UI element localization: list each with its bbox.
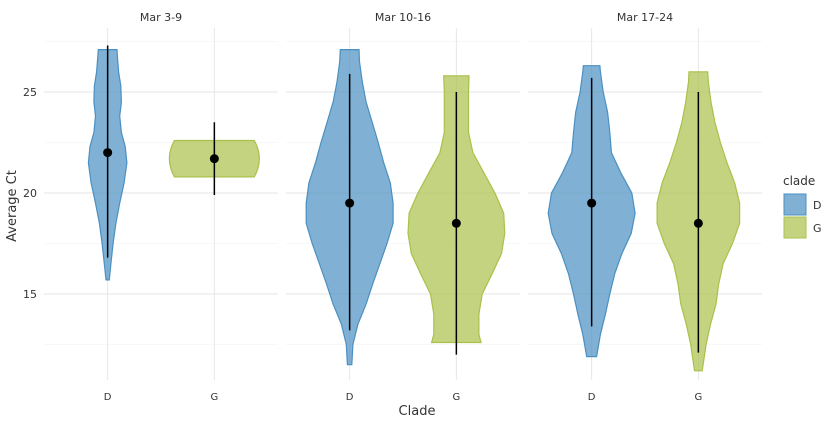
legend-swatch-G <box>783 216 807 239</box>
y-axis-title: Average Ct <box>5 170 20 242</box>
y-tick-label: 15 <box>23 288 37 301</box>
x-tick-label: D <box>104 392 112 403</box>
legend-swatch-D <box>783 193 807 216</box>
legend-label: G <box>813 222 822 235</box>
y-tick-label: 25 <box>23 86 37 99</box>
facet-title: Mar 10-16 <box>375 11 431 24</box>
x-tick-label: D <box>346 392 354 403</box>
median-point <box>209 154 219 164</box>
median-point <box>345 198 355 208</box>
legend: clade DG <box>783 174 822 239</box>
x-axis-title: Clade <box>399 404 436 419</box>
x-tick-label: G <box>694 392 702 403</box>
y-axis: 15 20 25 <box>23 86 37 301</box>
facet-panel: Mar 10-16 D G <box>286 11 520 403</box>
facet-panel: Mar 17-24 D G <box>528 11 762 403</box>
x-tick-label: G <box>210 392 218 403</box>
median-point <box>693 218 703 228</box>
facet-title: Mar 17-24 <box>617 11 673 24</box>
panels-layer: Mar 3-9 D G Mar 10-16 D G Mar 17-24 D G <box>44 11 762 403</box>
y-tick-label: 20 <box>23 187 37 200</box>
legend-title: clade <box>783 174 815 188</box>
facet-title: Mar 3-9 <box>140 11 182 24</box>
x-tick-label: D <box>588 392 596 403</box>
x-tick-label: G <box>452 392 460 403</box>
median-point <box>103 148 113 158</box>
legend-label: D <box>813 199 821 212</box>
median-point <box>451 218 461 228</box>
median-point <box>587 198 597 208</box>
facet-panel: Mar 3-9 D G <box>44 11 278 403</box>
